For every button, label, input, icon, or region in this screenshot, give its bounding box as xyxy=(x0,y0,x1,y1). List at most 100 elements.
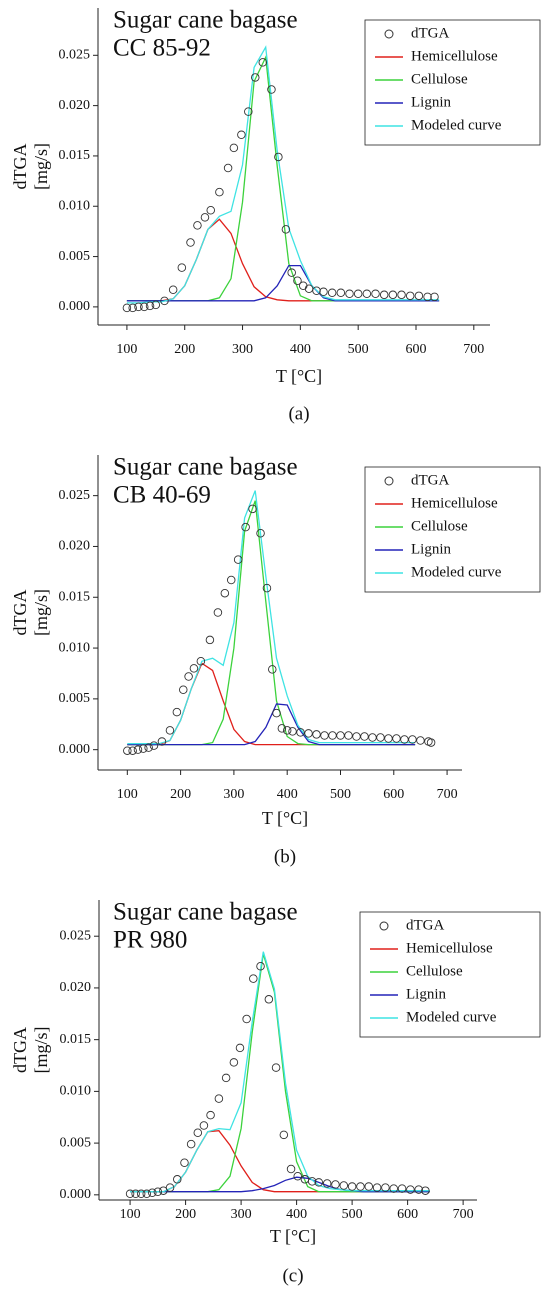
data-point xyxy=(131,1189,140,1199)
data-point xyxy=(397,1184,407,1193)
data-point xyxy=(312,286,321,296)
data-point xyxy=(372,1183,382,1192)
data-point xyxy=(168,285,178,295)
y-axis-label: dTGA xyxy=(10,144,30,190)
data-point xyxy=(223,163,233,173)
y-tick-label: 0.015 xyxy=(59,148,91,163)
data-point xyxy=(392,734,401,743)
data-point xyxy=(362,289,372,299)
x-tick-label: 700 xyxy=(463,342,484,357)
data-point xyxy=(256,528,265,538)
x-tick-label: 400 xyxy=(277,787,298,802)
x-tick-label: 300 xyxy=(223,787,244,802)
data-point xyxy=(226,575,236,585)
data-point xyxy=(193,1128,203,1138)
x-tick-label: 400 xyxy=(286,1207,307,1222)
legend-label: Lignin xyxy=(406,986,446,1002)
data-point xyxy=(352,732,361,741)
y-tick-label: 0.015 xyxy=(59,589,91,604)
data-point xyxy=(379,290,389,300)
data-point xyxy=(384,734,393,743)
data-point xyxy=(360,732,369,741)
data-point xyxy=(304,729,313,738)
y-axis-unit: [mg/s] xyxy=(31,143,51,190)
data-point xyxy=(416,736,425,745)
data-point xyxy=(293,1171,302,1181)
data-point xyxy=(221,1073,231,1083)
data-point xyxy=(256,961,265,971)
data-point xyxy=(336,288,346,298)
curve xyxy=(130,1176,430,1193)
data-point xyxy=(345,289,354,299)
curve xyxy=(127,490,416,745)
data-point xyxy=(268,665,277,674)
curve xyxy=(127,662,416,746)
data-point xyxy=(160,296,169,306)
data-point xyxy=(336,731,345,740)
x-tick-label: 100 xyxy=(120,1207,141,1222)
x-axis-label: T [°C] xyxy=(270,1226,316,1246)
data-point xyxy=(142,1189,151,1199)
data-point xyxy=(122,303,132,313)
data-point xyxy=(148,1188,157,1198)
data-point xyxy=(172,707,182,717)
chart-title: Sugar cane bagase xyxy=(113,899,298,926)
data-point xyxy=(281,225,291,234)
data-point xyxy=(368,733,377,742)
legend-label: dTGA xyxy=(411,472,449,488)
x-tick-label: 600 xyxy=(397,1207,418,1222)
chart-panel: 0.000 0.005 0.010 0.015 0.020 0.025 100 200 300 4… xyxy=(10,7,541,424)
data-point xyxy=(189,664,199,673)
data-point xyxy=(206,206,215,215)
data-point xyxy=(177,263,187,272)
curve xyxy=(126,264,440,302)
chart-title: Sugar cane bagase xyxy=(113,454,298,481)
legend-label: Modeled curve xyxy=(411,117,502,133)
data-point xyxy=(262,583,272,593)
y-tick-label: 0.015 xyxy=(60,1032,92,1047)
data-point xyxy=(376,733,385,742)
data-point xyxy=(186,238,195,247)
data-point xyxy=(199,1121,209,1130)
data-point xyxy=(319,287,328,297)
y-axis-unit: [mg/s] xyxy=(31,1027,51,1074)
data-point xyxy=(277,724,287,733)
data-point xyxy=(149,741,159,750)
x-axis-label: T [°C] xyxy=(262,808,308,828)
chart-subtitle: CB 40-69 xyxy=(113,482,211,509)
data-point xyxy=(128,746,137,755)
data-point xyxy=(196,657,206,666)
y-tick-label: 0.005 xyxy=(59,691,91,706)
data-point xyxy=(206,1110,215,1120)
data-point xyxy=(157,737,167,746)
legend-label: Hemicellulose xyxy=(411,48,498,64)
legend-label: Hemicellulose xyxy=(411,495,498,511)
data-point xyxy=(271,1063,281,1072)
data-point xyxy=(229,1058,239,1067)
data-point xyxy=(173,1175,182,1184)
data-point xyxy=(151,300,161,310)
chart-title: Sugar cane bagase xyxy=(113,7,298,34)
caption: (c) xyxy=(282,1265,303,1286)
chart-subtitle: PR 980 xyxy=(113,927,187,954)
x-axis-label: T [°C] xyxy=(276,366,322,386)
data-point xyxy=(347,1182,357,1191)
y-axis-label: dTGA xyxy=(10,1027,30,1073)
data-point xyxy=(421,1186,430,1195)
data-point xyxy=(331,1180,340,1189)
x-tick-label: 400 xyxy=(290,342,311,357)
y-tick-label: 0.000 xyxy=(59,742,91,757)
data-point xyxy=(408,735,417,744)
curve xyxy=(127,703,416,746)
data-point xyxy=(414,1185,423,1194)
data-point xyxy=(258,58,268,67)
data-point xyxy=(229,143,239,153)
data-point xyxy=(165,726,175,735)
y-tick-label: 0.010 xyxy=(60,1084,92,1099)
data-point xyxy=(248,504,257,514)
data-point xyxy=(235,1043,245,1053)
y-tick-label: 0.000 xyxy=(60,1187,92,1202)
data-point xyxy=(322,1179,332,1188)
x-tick-label: 500 xyxy=(330,787,351,802)
x-tick-label: 100 xyxy=(116,342,137,357)
